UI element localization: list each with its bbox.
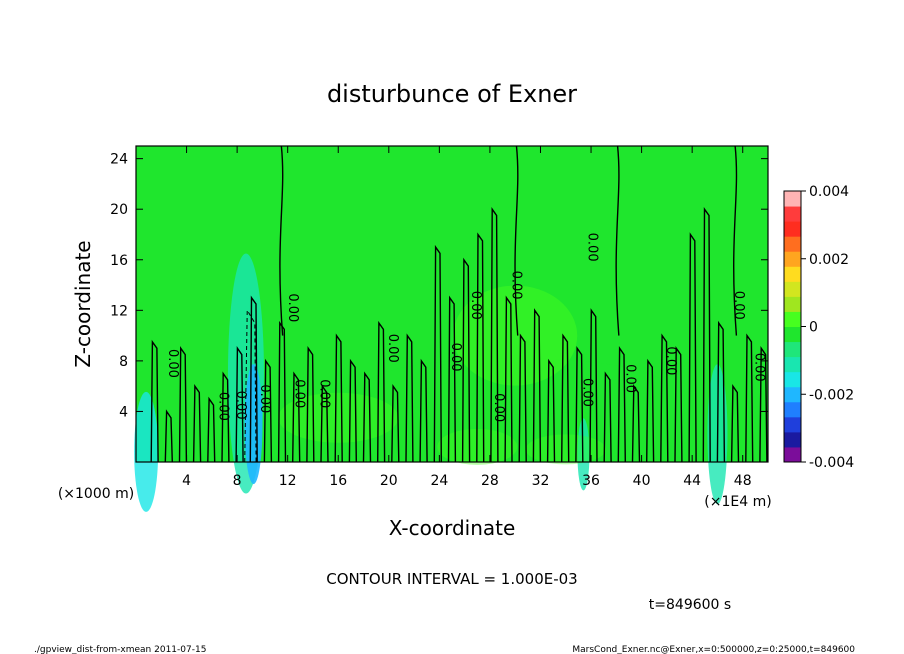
field-patch xyxy=(453,285,578,386)
colorbar-swatch xyxy=(784,236,801,252)
x-scale-label: (×1E4 m) xyxy=(704,494,771,510)
field-patch xyxy=(244,364,263,485)
colorbar-swatch xyxy=(784,326,801,343)
colorbar-tick-label: 0.002 xyxy=(809,252,849,268)
y-axis: 4 8 12 16 20 24 xyxy=(110,152,768,420)
contour-label: 0.00 xyxy=(385,334,400,363)
colorbar-swatch xyxy=(784,371,801,388)
contour-label: 0.00 xyxy=(257,384,272,413)
footer-right: MarsCond_Exner.nc@Exner,x=0:500000,z=0:2… xyxy=(572,645,855,654)
colorbar-tick-label: -0.004 xyxy=(809,455,854,471)
colorbar-swatch xyxy=(784,386,801,403)
colorbar-swatch xyxy=(784,206,801,222)
contour-label: 0.00 xyxy=(509,271,524,300)
x-tick-label: 24 xyxy=(430,473,448,489)
colorbar-swatch xyxy=(784,446,801,463)
colorbar-swatch xyxy=(784,221,801,237)
plot-area: 0.000.00 0.000.000.00 0.000.000.000.000.00… xyxy=(134,145,769,512)
field-patch xyxy=(134,391,159,512)
zero-contour xyxy=(615,145,620,336)
colorbar-tick-label: -0.002 xyxy=(809,387,854,403)
colorbar-tick-label: 0.004 xyxy=(809,184,849,200)
colorbar-tick-label: 0 xyxy=(809,320,818,336)
contour-label: 0.00 xyxy=(622,364,637,393)
zero-contour xyxy=(514,145,519,336)
contour-label: 0.00 xyxy=(291,379,306,408)
time-label: t=849600 s xyxy=(649,597,731,613)
colorbar-swatch xyxy=(784,281,801,297)
x-tick-label: 32 xyxy=(532,473,550,489)
x-tick-label: 36 xyxy=(582,473,600,489)
colorbar-swatch xyxy=(784,356,801,373)
contour-label: 0.00 xyxy=(491,393,506,422)
x-tick-label: 40 xyxy=(633,473,651,489)
contour-label: 0.00 xyxy=(165,349,180,378)
colorbar-swatch xyxy=(784,266,801,282)
x-tick-label: 48 xyxy=(734,473,752,489)
x-tick-label: 12 xyxy=(279,473,297,489)
contour-label: 0.00 xyxy=(731,291,746,320)
y-tick-label: 8 xyxy=(119,354,128,370)
x-tick-label: 44 xyxy=(683,473,701,489)
y-tick-label: 4 xyxy=(119,404,128,420)
x-axis: 4 8 12 16 20 24 28 32 36 40 44 48 xyxy=(182,146,752,489)
zero-contour xyxy=(733,145,738,336)
chart-title: disturbunce of Exner xyxy=(327,80,577,108)
contour-label: 0.00 xyxy=(285,293,300,322)
x-axis-label: X-coordinate xyxy=(389,516,516,540)
x-unit-label: (×1000 m) xyxy=(58,486,134,502)
colorbar-swatch xyxy=(784,341,801,358)
colorbar-swatch xyxy=(784,401,801,418)
y-tick-label: 24 xyxy=(110,152,128,168)
x-tick-label: 4 xyxy=(182,473,191,489)
zero-contour xyxy=(279,145,284,336)
field-patch xyxy=(525,434,606,465)
contour-label: 0.00 xyxy=(215,392,230,421)
colorbar-swatch xyxy=(784,416,801,433)
colorbar: 0.004 0.002 0 -0.002 -0.004 xyxy=(783,184,854,471)
field-patch xyxy=(577,418,590,491)
contour-label: 0.00 xyxy=(579,378,594,407)
colorbar-swatch xyxy=(784,311,801,327)
contour-label: 0.00 xyxy=(233,391,248,420)
x-tick-label: 8 xyxy=(233,473,242,489)
x-tick-label: 20 xyxy=(380,473,398,489)
contour-label-layer: 0.000.00 0.000.000.00 0.000.000.000.000.00… xyxy=(165,233,766,422)
y-axis-label: Z-coordinate xyxy=(71,240,95,367)
contour-layer xyxy=(150,145,768,463)
contour-label: 0.00 xyxy=(585,233,600,262)
colorbar-swatch xyxy=(784,296,801,312)
x-tick-label: 16 xyxy=(329,473,347,489)
plot-frame xyxy=(135,145,769,463)
y-tick-label: 16 xyxy=(110,253,128,269)
colorbar-swatch xyxy=(784,191,801,207)
contour-label: 0.00 xyxy=(468,291,483,320)
contour-label: 0.00 xyxy=(751,353,766,382)
footer-left: ./gpview_dist-from-xmean 2011-07-15 xyxy=(34,645,206,654)
colorbar-swatch xyxy=(784,251,801,267)
contour-label: 0.00 xyxy=(663,346,678,375)
colorbar-swatch xyxy=(784,431,801,448)
contour-interval: CONTOUR INTERVAL = 1.000E-03 xyxy=(326,570,577,588)
contour-label: 0.00 xyxy=(317,379,332,408)
x-tick-label: 28 xyxy=(481,473,499,489)
y-tick-label: 20 xyxy=(110,202,128,218)
y-tick-label: 12 xyxy=(110,303,128,319)
contour-label: 0.00 xyxy=(448,343,463,372)
